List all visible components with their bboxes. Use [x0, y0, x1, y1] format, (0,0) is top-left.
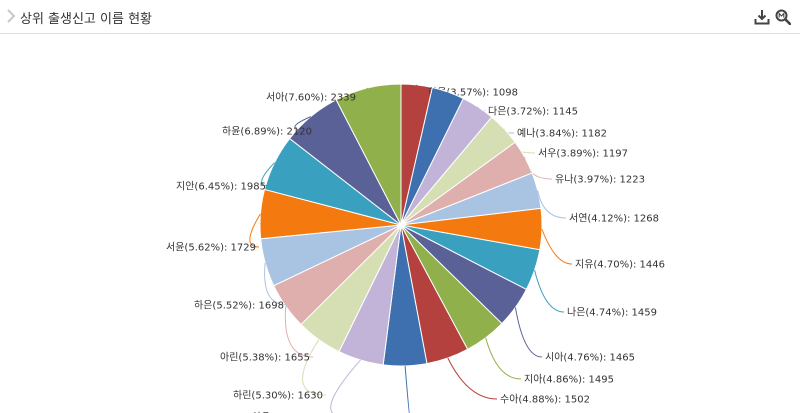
pie-connector-서윤: [249, 213, 261, 248]
pie-label-아윤: 아윤(5.23%): 1609: [252, 412, 342, 413]
pie-connector-아린: [284, 306, 314, 358]
pie-connector-아윤: [330, 359, 361, 413]
pie-label-서연: 서연(4.12%): 1268: [569, 213, 659, 225]
pie-connector-지아: [485, 337, 522, 380]
pie-chart-area: 하율(3.57%): 1098 다은(3.72%): 1145 예나(3.84%):…: [0, 34, 800, 413]
pie-connector-수아: [447, 357, 498, 400]
pie-label-유나: 유나(3.97%): 1223: [555, 174, 645, 186]
pie-label-하린: 하린(5.30%): 1630: [233, 389, 323, 402]
pie-connector-하윤: [294, 116, 316, 132]
pie-connector-지유: [541, 228, 573, 265]
chevron-right-icon: [7, 9, 16, 23]
pie-label-수아: 수아(4.88%): 1502: [500, 394, 590, 406]
pie-connector-하율: [415, 84, 426, 93]
pie-connector-나은: [534, 270, 565, 313]
pie-connector-하은: [264, 262, 288, 306]
pie-label-지안: 지안(6.45%): 1985: [176, 181, 266, 193]
pie-label-하윤: 하윤(6.89%): 2120: [222, 125, 312, 138]
pie-label-지아: 지아(4.86%): 1495: [524, 374, 614, 386]
pie-label-하은: 하은(5.52%): 1698: [194, 299, 284, 312]
pie-connector-지안: [261, 162, 275, 187]
pie-label-아린: 아린(5.38%): 1655: [220, 352, 310, 364]
download-icon[interactable]: [754, 9, 770, 25]
pie-label-나은: 나은(4.74%): 1459: [567, 307, 657, 319]
pie-label-서우: 서우(3.89%): 1197: [538, 148, 628, 160]
chart-header: 상위 출생신고 이름 현황: [0, 0, 800, 34]
chart-title: 상위 출생신고 이름 현황: [20, 12, 152, 27]
pie-label-서아: 서아(7.60%): 2339: [266, 92, 356, 104]
pie-label-시아: 시아(4.76%): 1465: [545, 352, 635, 364]
pie-label-다은: 다은(3.72%): 1145: [488, 106, 578, 118]
pie-connector-서아: [358, 87, 369, 98]
zoom-icon[interactable]: [775, 9, 791, 25]
pie-label-서윤: 서윤(5.62%): 1729: [166, 242, 256, 254]
pie-connector-시아: [514, 307, 543, 358]
pie-connector-서연: [537, 190, 567, 219]
pie-label-지유: 지유(4.70%): 1446: [575, 259, 665, 271]
pie-connector-하린: [302, 339, 327, 396]
pie-label-예나: 예나(3.84%): 1182: [517, 128, 607, 140]
pie-connector-지우: [404, 365, 410, 413]
